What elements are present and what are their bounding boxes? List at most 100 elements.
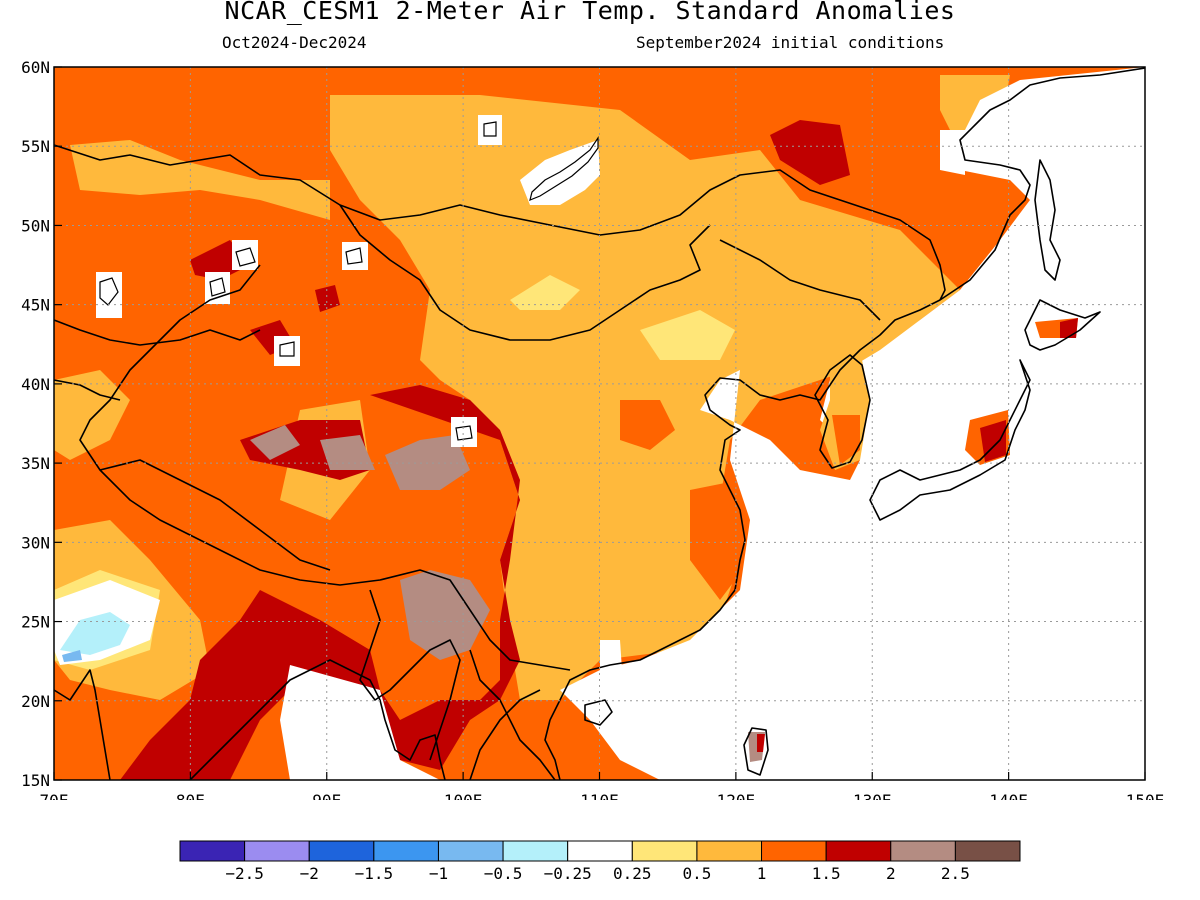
anomaly-zone-05-1	[70, 140, 330, 220]
anomaly-zone-025-05	[510, 275, 580, 310]
anomaly-zone-2-25	[400, 570, 490, 660]
korea-coast	[814, 354, 871, 469]
nodata-cell	[478, 115, 502, 145]
anomaly-zone-025-05	[640, 310, 735, 360]
sakhalin-coast	[1034, 159, 1061, 281]
anomaly-zone-15-2	[315, 285, 340, 312]
forecast-period: Oct2024-Dec2024	[222, 33, 367, 52]
legend-label: 0.25	[613, 864, 652, 883]
lake-outline	[345, 247, 363, 265]
lat-tick-label: 35N	[21, 454, 50, 473]
indochina-coast	[469, 689, 541, 781]
legend-label: 1	[757, 864, 767, 883]
lat-tick-label: 15N	[21, 771, 50, 790]
anomaly-zone-neg05	[62, 650, 82, 662]
legend-label: 1.5	[812, 864, 841, 883]
lake-outline	[209, 277, 226, 297]
lat-tick-label: 20N	[21, 692, 50, 711]
legend-swatch	[890, 840, 956, 862]
legend-label: −2.5	[225, 864, 264, 883]
myanmar-border	[359, 589, 461, 761]
legend-swatch	[437, 840, 504, 862]
legend-swatch	[631, 840, 698, 862]
lon-tick-label: 100E	[444, 791, 483, 800]
indochina-border	[469, 649, 556, 781]
gridlines	[54, 67, 1145, 780]
legend-swatch	[244, 840, 310, 862]
lake-outline	[279, 341, 295, 357]
nodata-cell	[451, 417, 477, 447]
ocean-mask	[280, 665, 440, 780]
lon-tick-label: 130E	[853, 791, 892, 800]
bay-of-bengal-coast	[189, 659, 446, 781]
legend-swatch	[761, 840, 827, 862]
taiwan-land	[757, 734, 765, 752]
lake-baikal-outline	[529, 136, 599, 201]
legend-swatch	[696, 840, 763, 862]
legend-swatch	[308, 840, 375, 862]
lon-tick-label: 140E	[989, 791, 1028, 800]
nodata-cell	[274, 336, 300, 366]
lon-tick-label: 120E	[717, 791, 756, 800]
legend-swatch	[373, 840, 439, 862]
legend-label: −2	[300, 864, 319, 883]
india-coast	[53, 669, 111, 781]
anomaly-zone-15-2	[770, 120, 850, 185]
legend-label: −0.25	[544, 864, 592, 883]
lon-tick-label: 150E	[1126, 791, 1165, 800]
legend-swatch	[179, 840, 246, 862]
mongolia-border	[339, 204, 711, 341]
legend-swatch	[954, 840, 1021, 862]
lat-tick-label: 55N	[21, 137, 50, 156]
legend-label: −1	[429, 864, 448, 883]
lat-tick-label: 30N	[21, 533, 50, 552]
anomaly-zone-15-2	[120, 385, 520, 780]
legend-swatch	[502, 840, 569, 862]
legend-label: 2	[886, 864, 896, 883]
japan-land	[980, 420, 1006, 462]
lat-tick-label: 50N	[21, 216, 50, 235]
legend-label: 2.5	[941, 864, 970, 883]
lat-tick-label: 25N	[21, 613, 50, 632]
anomaly-zone-1-15	[620, 400, 675, 450]
latitude-axis: 15N 20N 25N 30N 35N 40N 45N 50N 55N 60N	[21, 60, 62, 790]
taiwan-coast	[743, 727, 769, 776]
map-title: NCAR_CESM1 2-Meter Air Temp. Standard An…	[224, 0, 956, 25]
lat-tick-label: 60N	[21, 60, 50, 77]
anomaly-zone-2-25	[385, 435, 470, 490]
himalaya-border	[99, 459, 331, 571]
nodata-cell	[232, 240, 258, 270]
legend-swatch	[825, 840, 892, 862]
anomaly-zone-05-1	[54, 370, 130, 460]
initial-conditions-label: September2024 initial conditions	[636, 33, 945, 52]
anomaly-zone-1-15	[690, 480, 750, 600]
central-asia-border	[53, 379, 121, 401]
lake-outline	[483, 121, 497, 137]
lake-outline	[455, 425, 473, 441]
lat-tick-label: 45N	[21, 296, 50, 315]
china-border-north	[719, 239, 881, 321]
color-legend: −2.5 −2 −1.5 −1 −0.5 −0.25 0.25 0.5 1 1.5 2 2.5	[179, 840, 1021, 883]
china-west-border	[79, 264, 571, 671]
legend-label: −0.5	[484, 864, 523, 883]
nodata-cell	[940, 130, 965, 175]
russia-border	[53, 144, 946, 301]
legend-label: 0.5	[682, 864, 711, 883]
lat-tick-label: 40N	[21, 375, 50, 394]
central-asia-border	[53, 319, 261, 346]
anomaly-zone-neg05	[60, 612, 130, 655]
anomaly-map: 70E 80E 90E 100E 110E 120E 130E 140E 150E 15N 20N…	[21, 60, 1165, 800]
japan-coast	[869, 359, 1031, 521]
lake-outline	[99, 277, 119, 306]
lon-tick-label: 80E	[176, 791, 205, 800]
anomaly-zone-2-25	[250, 425, 300, 460]
japan-coast	[1024, 299, 1101, 351]
legend-swatch	[567, 840, 633, 862]
coastline	[544, 67, 1146, 781]
korea-land	[832, 415, 860, 465]
legend-label: −1.5	[355, 864, 394, 883]
anomaly-zone-05-1	[330, 95, 960, 700]
lon-tick-label: 90E	[312, 791, 341, 800]
lon-tick-label: 110E	[580, 791, 619, 800]
nodata-cell	[342, 242, 368, 270]
